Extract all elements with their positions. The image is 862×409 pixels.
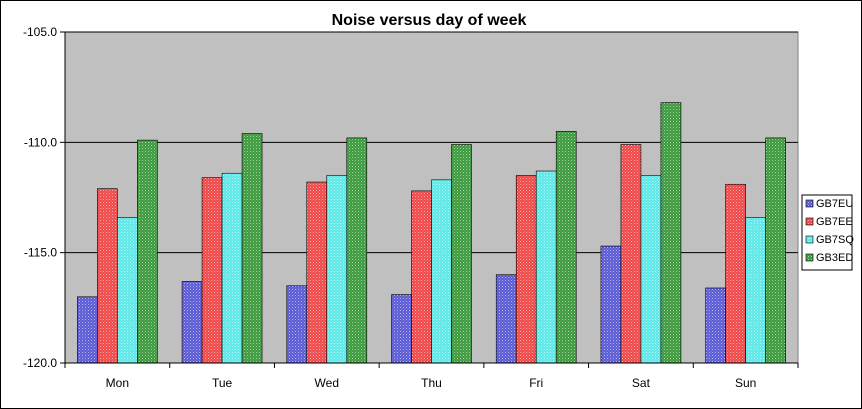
legend-label-gb7sq: GB7SQ: [816, 234, 854, 246]
bar-gb7sq-sun: [745, 217, 766, 364]
bars: [77, 102, 786, 364]
bar-gb3ed-sun: [765, 137, 786, 364]
bar-gb7ee-sun: [725, 183, 746, 364]
x-axis-ticks: Mon Tue Wed Thu Fri Sat Sun: [106, 376, 757, 390]
x-tick-label-sun: Sun: [735, 376, 756, 390]
bar-gb3ed-wed: [346, 137, 368, 364]
y-axis-ticks: -105.0 -110.0 -115.0 -120.0: [23, 25, 57, 370]
bar-gb7eu-wed: [286, 285, 308, 364]
legend-swatch-gb7sq: [805, 235, 814, 244]
bar-gb7sq-tue: [221, 172, 243, 364]
chart-title: Noise versus day of week: [332, 12, 527, 29]
bar-gb7sq-fri: [535, 170, 557, 364]
bar-gb7ee-fri: [515, 175, 537, 364]
legend-label-gb3ed: GB3ED: [816, 252, 853, 264]
bar-gb7sq-wed: [326, 175, 348, 364]
axes: [60, 31, 799, 368]
bar-gb7sq-mon: [117, 217, 138, 364]
bar-gb7ee-sat: [620, 144, 642, 364]
bar-gb7eu-sun: [705, 287, 726, 364]
bar-gb3ed-thu: [451, 144, 472, 364]
bar-gb7ee-tue: [201, 177, 223, 364]
bar-gb7eu-tue: [181, 281, 203, 364]
x-tick-label-sat: Sat: [632, 376, 651, 390]
x-tick-label-tue: Tue: [212, 376, 233, 390]
x-tick-label-thu: Thu: [421, 376, 442, 390]
bar-gb7eu-thu: [391, 294, 412, 364]
bar-gb7ee-thu: [411, 190, 432, 364]
bar-gb3ed-mon: [137, 139, 158, 364]
legend-swatch-gb7eu: [805, 199, 814, 208]
bar-gb7eu-sat: [600, 245, 622, 364]
bar-gb7eu-fri: [495, 274, 517, 364]
y-tick-label: -110.0: [24, 135, 57, 149]
legend-swatch-gb3ed: [805, 253, 814, 262]
x-tick-label-wed: Wed: [315, 376, 339, 390]
bar-gb7sq-sat: [640, 175, 662, 364]
bar-gb7eu-mon: [77, 296, 98, 364]
legend-label-gb7eu: GB7EU: [816, 198, 853, 210]
legend-swatch-gb7ee: [805, 217, 814, 226]
bar-gb3ed-sat: [660, 102, 682, 364]
y-tick-label: -105.0: [23, 25, 57, 39]
y-tick-label: -120.0: [23, 356, 57, 370]
bar-gb7ee-wed: [306, 181, 328, 364]
bar-gb7sq-thu: [431, 179, 452, 364]
legend-label-gb7ee: GB7EE: [816, 216, 853, 228]
bar-gb7ee-mon: [97, 188, 118, 364]
bar-gb3ed-fri: [555, 131, 577, 364]
y-tick-label: -115.0: [24, 246, 57, 260]
bar-gb3ed-tue: [241, 133, 263, 364]
x-tick-label-fri: Fri: [529, 376, 543, 390]
legend: GB7EU GB7EE GB7SQ GB3ED: [801, 194, 854, 271]
x-tick-label-mon: Mon: [106, 376, 129, 390]
